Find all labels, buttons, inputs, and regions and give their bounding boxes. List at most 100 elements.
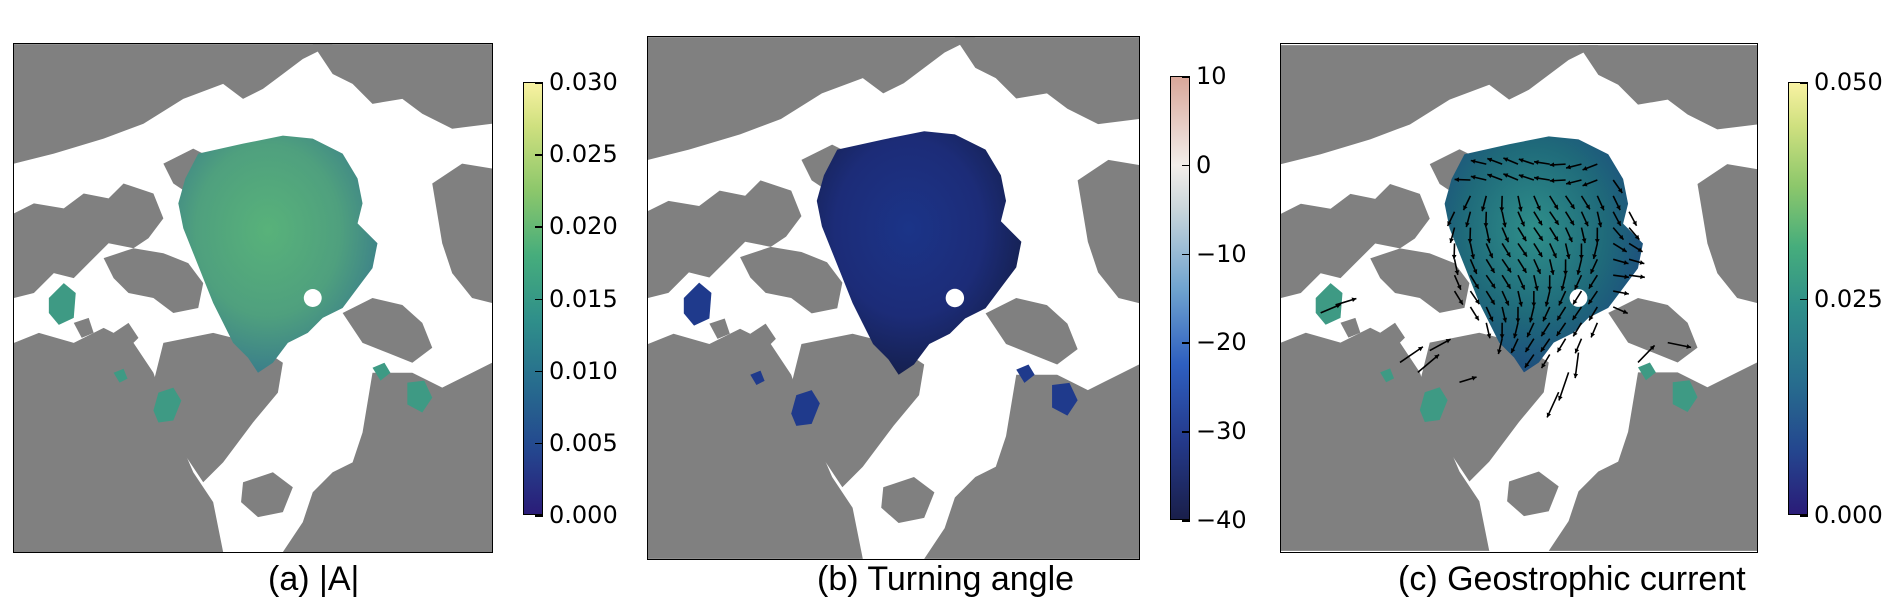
- colorbar-tick-label: −20: [1196, 328, 1247, 357]
- land-mass: [1370, 248, 1470, 313]
- arrow-head: [1499, 207, 1505, 212]
- land-mass: [1340, 317, 1361, 338]
- land-mass: [14, 327, 224, 552]
- arrow-head: [1518, 158, 1524, 163]
- arrow-head: [1474, 299, 1480, 305]
- data-patch: [1672, 380, 1698, 413]
- land-mass: [648, 180, 802, 298]
- arrow-head: [1471, 376, 1477, 381]
- arrow-head: [1579, 254, 1584, 260]
- arrow-head: [1617, 188, 1623, 193]
- arrow-head: [1563, 270, 1568, 276]
- arrow-head: [1449, 238, 1454, 243]
- land-mass: [73, 317, 94, 338]
- arctic-map-c: [1281, 45, 1757, 551]
- land-mass: [14, 44, 333, 164]
- colorbar-tick: [1182, 164, 1190, 167]
- arrow-head: [1534, 160, 1539, 165]
- arrow-head: [1454, 270, 1460, 275]
- arrow-head: [1465, 222, 1470, 228]
- colorbar-tick: [535, 298, 543, 300]
- colorbar-tick: [535, 442, 543, 445]
- arrow-head: [1511, 348, 1516, 354]
- arrow-head: [1525, 347, 1530, 353]
- land-mass: [881, 477, 935, 524]
- velocity-arrow: [1546, 391, 1560, 418]
- land-mass: [985, 298, 1078, 365]
- data-field: [816, 131, 1022, 375]
- arrow-head: [1558, 395, 1563, 401]
- arrow-head: [1537, 220, 1543, 226]
- arrow-head: [1503, 173, 1509, 178]
- arrow-head: [1599, 205, 1605, 211]
- ice-field-a: [48, 135, 433, 423]
- arrow-head: [1569, 220, 1575, 226]
- arrow-head: [1528, 317, 1534, 323]
- colorbar-tick: [1182, 76, 1190, 78]
- arrow-head: [1487, 157, 1493, 163]
- colorbar-tick: [535, 370, 543, 373]
- arrow-head: [1524, 362, 1530, 368]
- arrow-head: [1588, 283, 1594, 289]
- arrow-head: [1515, 318, 1521, 323]
- land-mass: [14, 183, 164, 298]
- colorbar-tick-label: −10: [1196, 239, 1247, 268]
- arrow-head: [1502, 317, 1508, 323]
- arrow-head: [1470, 175, 1476, 180]
- arrow-head: [1534, 175, 1539, 181]
- arrow-head: [1447, 221, 1452, 227]
- arrow-head: [1589, 315, 1594, 321]
- arrow-head: [1574, 348, 1580, 354]
- map-panel-a: [13, 43, 493, 553]
- colorbar-tick-label: 0: [1196, 150, 1212, 179]
- arrow-head: [1544, 301, 1550, 307]
- arrow-head: [1592, 254, 1597, 259]
- arrow-head: [1552, 252, 1557, 258]
- arrow-head: [1574, 284, 1579, 290]
- caption-c: (c) Geostrophic current: [1398, 560, 1746, 598]
- map-panel-c: [1280, 43, 1758, 553]
- colorbar-tick-label: 0.025: [1814, 284, 1883, 313]
- arrow-head: [1456, 284, 1462, 290]
- data-patch: [372, 362, 391, 381]
- colorbar-tick-label: −40: [1196, 506, 1247, 534]
- colorbar-tick: [1182, 253, 1190, 256]
- arrow-head: [1538, 235, 1543, 241]
- colorbar-tick: [1182, 431, 1190, 433]
- land-mass: [709, 318, 730, 339]
- pole-hole: [1569, 289, 1588, 307]
- land-mass: [648, 37, 976, 160]
- arrow-head: [1540, 346, 1546, 352]
- caption-a: (a) |A|: [268, 560, 360, 598]
- land-mass: [103, 248, 204, 313]
- arrow-head: [1512, 333, 1518, 339]
- arrow-head: [1470, 254, 1476, 259]
- data-patch: [1016, 364, 1035, 383]
- arrow-head: [1488, 316, 1494, 322]
- arrow-head: [1463, 205, 1468, 211]
- arrow-head: [1470, 159, 1476, 164]
- arrow-head: [1503, 157, 1509, 162]
- land-b: [648, 37, 1139, 559]
- arrow-head: [1472, 268, 1478, 274]
- arrow-head: [1581, 238, 1587, 244]
- arrow-head: [1474, 283, 1479, 289]
- arrow-head: [1531, 302, 1537, 307]
- arrow-head: [1499, 334, 1505, 339]
- land-c: [1281, 45, 1757, 551]
- arrow-head: [1553, 204, 1559, 210]
- arrow-head: [1624, 274, 1629, 280]
- arrow-head: [1454, 177, 1459, 182]
- map-panel-b: [647, 36, 1140, 560]
- land-mass: [113, 322, 139, 348]
- data-patch: [1419, 387, 1448, 422]
- land-mass: [282, 362, 492, 552]
- land-mass: [791, 333, 925, 488]
- ice-field-b: [683, 131, 1078, 426]
- arrow-head: [1546, 412, 1552, 418]
- land-mass: [153, 332, 283, 483]
- velocity-arrow: [1558, 372, 1570, 401]
- arrow-head: [1467, 239, 1473, 244]
- colorbar-tick: [1800, 515, 1808, 517]
- data-patch: [750, 370, 765, 385]
